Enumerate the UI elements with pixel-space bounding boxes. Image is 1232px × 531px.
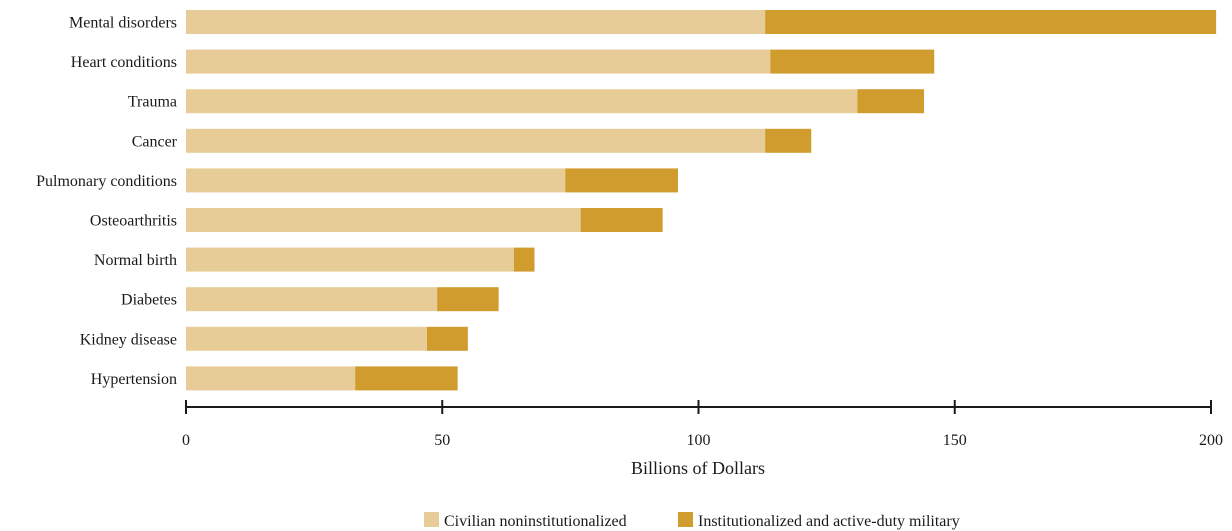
bar-segment: [186, 326, 427, 351]
category-label: Trauma: [128, 94, 177, 111]
bar-segment: [765, 128, 812, 153]
category-label: Diabetes: [121, 292, 177, 309]
bar-segment: [186, 128, 766, 153]
bar-segment: [857, 89, 925, 114]
legend-label: Institutionalized and active-duty milita…: [698, 513, 960, 530]
category-label: Cancer: [132, 133, 178, 150]
bar-segment: [565, 168, 678, 193]
legend-swatch: [424, 512, 439, 527]
x-tick-label: 200: [1199, 432, 1223, 449]
x-axis: 0 50 100 150 200: [182, 400, 1223, 449]
bar-segment: [437, 287, 499, 312]
bar-segment: [186, 168, 566, 193]
bar-segment: [770, 49, 935, 74]
x-tick-label: 50: [434, 432, 450, 449]
bar-segment: [580, 208, 663, 232]
legend: Civilian noninstitutionalized Institution…: [424, 512, 960, 530]
x-tick-label: 0: [182, 432, 190, 449]
bar-segment: [514, 247, 535, 272]
category-label: Osteoarthritis: [90, 213, 177, 230]
bar-segment: [426, 326, 468, 351]
bar-segment: [186, 287, 438, 312]
category-label: Kidney disease: [80, 331, 177, 348]
x-tick-label: 150: [943, 432, 967, 449]
category-label: Pulmonary conditions: [36, 173, 177, 190]
x-tick-label: 100: [687, 432, 711, 449]
category-label: Mental disorders: [69, 15, 177, 32]
legend-label: Civilian noninstitutionalized: [444, 513, 627, 530]
bar-segment: [355, 366, 458, 391]
bar-segment: [186, 366, 356, 391]
category-label: Heart conditions: [71, 54, 177, 71]
bar-segment: [186, 247, 514, 272]
bars-group: [186, 10, 1217, 391]
bar-segment: [186, 10, 766, 34]
category-label: Normal birth: [94, 252, 177, 269]
legend-swatch: [678, 512, 693, 527]
bar-segment: [765, 10, 1217, 34]
bar-segment: [186, 89, 858, 114]
bar-segment: [186, 49, 771, 74]
category-labels: Mental disorders Heart conditions Trauma Ca…: [36, 15, 178, 388]
category-label: Hypertension: [91, 371, 177, 388]
bar-segment: [186, 208, 581, 232]
x-axis-title: Billions of Dollars: [631, 458, 765, 478]
